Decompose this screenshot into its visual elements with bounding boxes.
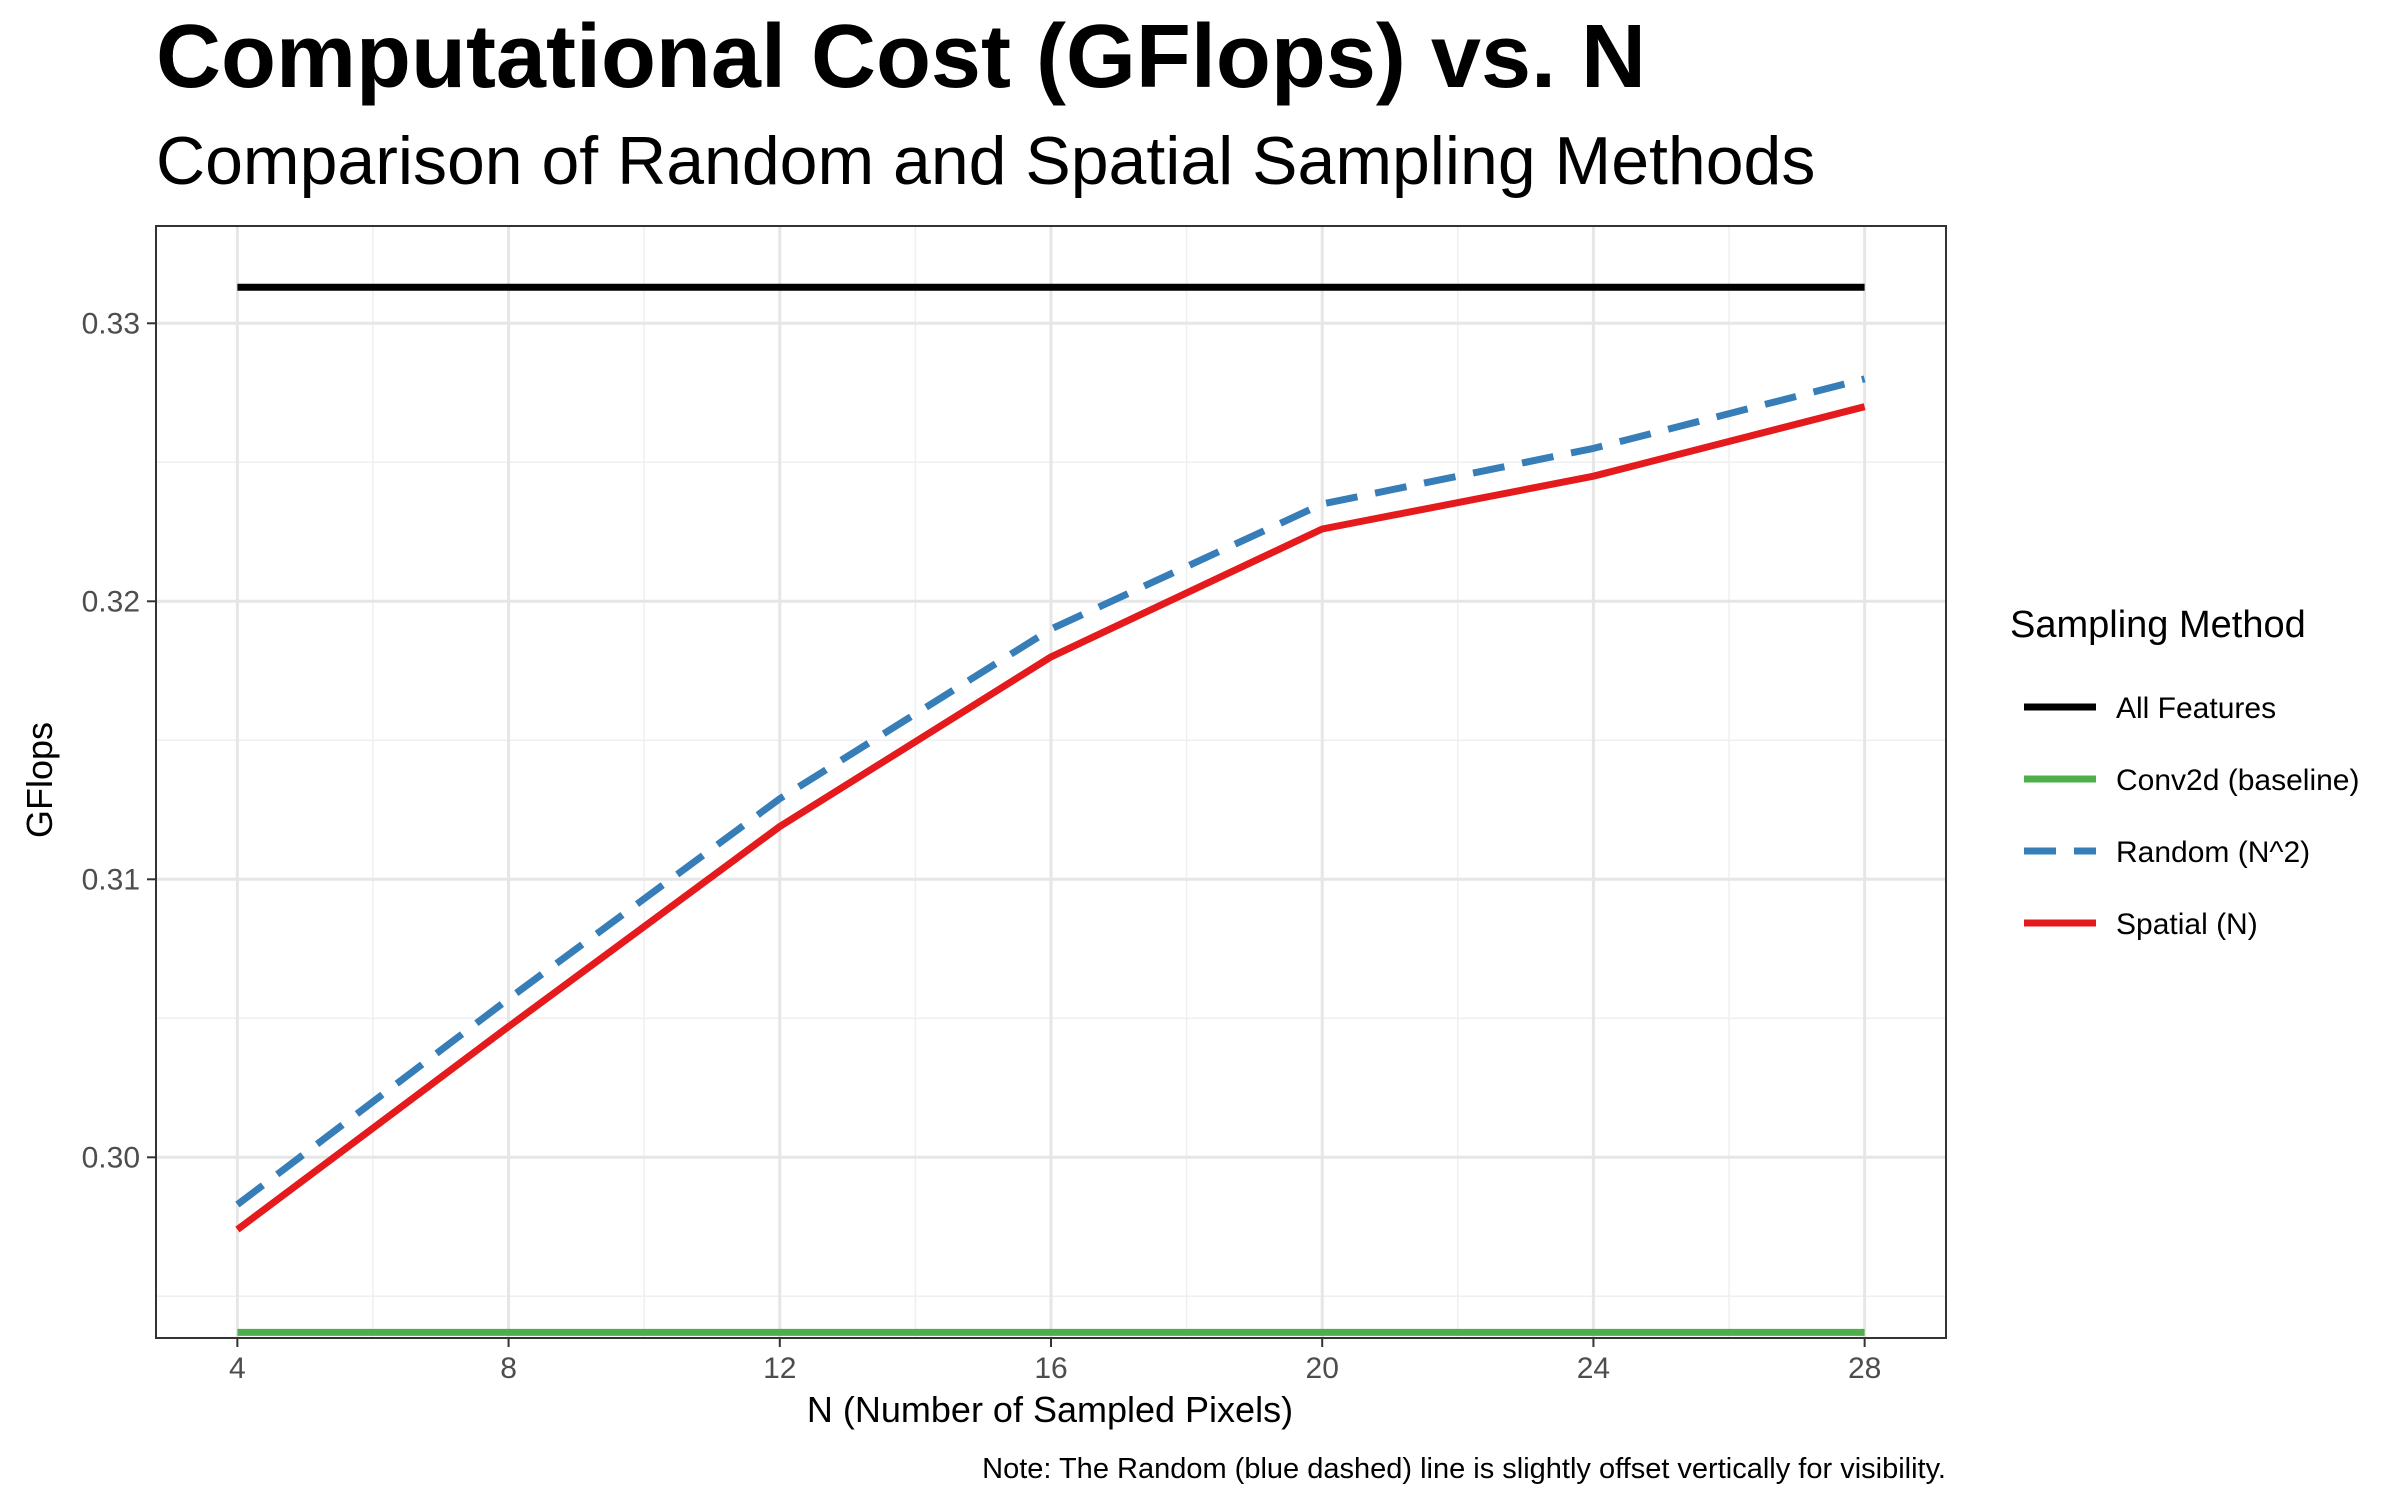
legend-label-random-n-2: Random (N^2) — [2116, 836, 2310, 869]
x-tick-label: 28 — [1848, 1352, 1881, 1385]
series-lines — [235, 283, 1866, 1336]
legend: All Features Conv2d (baseline) Random (N^2… — [2024, 692, 2359, 941]
x-tick-label: 8 — [500, 1352, 517, 1385]
x-tick-label: 12 — [763, 1352, 796, 1385]
x-axis-title: N (Number of Sampled Pixels) — [807, 1389, 1293, 1430]
x-tick-label: 20 — [1306, 1352, 1339, 1385]
x-tick-label: 16 — [1034, 1352, 1067, 1385]
chart-subtitle: Comparison of Random and Spatial Samplin… — [156, 123, 1816, 199]
legend-label-conv2d-baseline: Conv2d (baseline) — [2116, 764, 2359, 797]
x-tick-label: 4 — [229, 1352, 246, 1385]
legend-label-all-features: All Features — [2116, 692, 2276, 725]
y-tick-label: 0.30 — [82, 1141, 140, 1174]
chart-title: Computational Cost (GFlops) vs. N — [156, 7, 1647, 107]
x-tick-label: 24 — [1577, 1352, 1610, 1385]
y-tick-label: 0.33 — [82, 307, 140, 340]
legend-title: Sampling Method — [2010, 604, 2306, 646]
footnote: Note: The Random (blue dashed) line is s… — [982, 1453, 1946, 1485]
legend-label-spatial-n: Spatial (N) — [2116, 908, 2258, 941]
major-gridlines — [156, 226, 1946, 1338]
y-tick-label: 0.31 — [82, 863, 140, 896]
axis-ticks: 4 8 12 16 20 24 28 0.30 0.31 0.32 0.33 — [82, 307, 1882, 1385]
y-axis-title: GFlops — [19, 722, 60, 838]
series-line-random-n-2 — [235, 375, 1866, 1208]
y-tick-label: 0.32 — [82, 585, 140, 618]
series-line-spatial-n — [235, 403, 1866, 1233]
